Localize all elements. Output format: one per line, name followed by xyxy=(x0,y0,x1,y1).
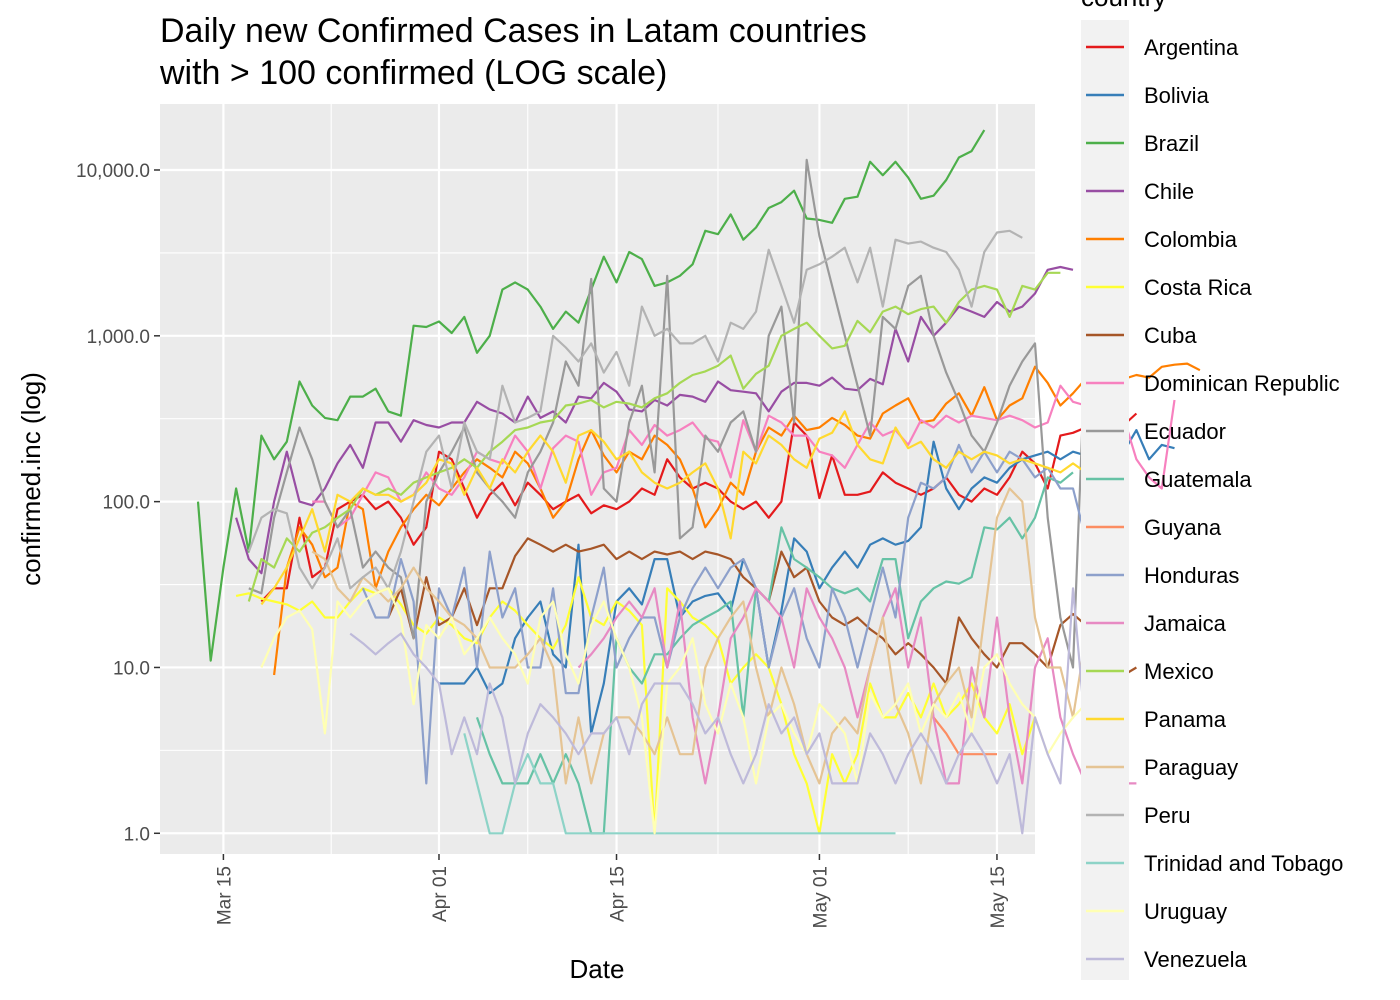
legend-label-cuba: Cuba xyxy=(1144,323,1197,348)
series-layer xyxy=(196,129,1201,835)
legend-label-chile: Chile xyxy=(1144,179,1194,204)
legend-label-uruguay: Uruguay xyxy=(1144,899,1227,924)
legend-label-peru: Peru xyxy=(1144,803,1190,828)
x-tick-label: May 01 xyxy=(810,866,831,928)
series-line-dominican-republic xyxy=(312,384,1176,529)
x-tick-label: Apr 15 xyxy=(608,866,629,922)
x-tick-label: Mar 15 xyxy=(214,866,235,925)
y-tick-label: 10,000.0 xyxy=(76,161,150,182)
legend-label-ecuador: Ecuador xyxy=(1144,419,1226,444)
legend-label-bolivia: Bolivia xyxy=(1144,83,1210,108)
legend-label-trinidad-and-tobago: Trinidad and Tobago xyxy=(1144,851,1343,876)
legend-title: country xyxy=(1081,0,1166,12)
series-line-paraguay xyxy=(311,487,1087,785)
series-line-guyana xyxy=(932,716,997,756)
y-axis: 1.0 10.0 100.0 1,000.0 10,000.0 xyxy=(76,161,160,845)
y-tick-label: 1.0 xyxy=(124,824,150,845)
plot-panel xyxy=(160,104,1201,854)
x-axis: Mar 15 Apr 01 Apr 15 May 01 May 15 xyxy=(214,854,1009,928)
series-line-ecuador xyxy=(248,158,1087,669)
legend-label-panama: Panama xyxy=(1144,707,1227,732)
y-axis-title: confirmed.inc (log) xyxy=(16,372,46,586)
legend-label-colombia: Colombia xyxy=(1144,227,1238,252)
x-axis-title: Date xyxy=(570,954,625,984)
legend-label-argentina: Argentina xyxy=(1144,35,1239,60)
legend-label-mexico: Mexico xyxy=(1144,659,1214,684)
y-tick-label: 1,000.0 xyxy=(87,327,150,348)
y-tick-label: 100.0 xyxy=(102,493,150,514)
series-line-guatemala xyxy=(475,471,1074,835)
grid-minor xyxy=(160,104,1035,854)
chart-subtitle: with > 100 confirmed (LOG scale) xyxy=(159,54,667,92)
chart-title: Daily new Confirmed Cases in Latam count… xyxy=(160,12,867,50)
legend-label-guatemala: Guatemala xyxy=(1144,467,1252,492)
legend-label-honduras: Honduras xyxy=(1144,563,1239,588)
series-line-venezuela xyxy=(349,587,1087,835)
legend-label-venezuela: Venezuela xyxy=(1144,947,1248,972)
legend-label-paraguay: Paraguay xyxy=(1144,755,1238,780)
legend-label-brazil: Brazil xyxy=(1144,131,1199,156)
legend-label-dominican-republic: Dominican Republic xyxy=(1144,371,1340,396)
legend-label-guyana: Guyana xyxy=(1144,515,1222,540)
plot-background xyxy=(160,104,1035,854)
legend: country Argentina Bolivia Brazil Chile Colom… xyxy=(1081,0,1343,980)
series-line-honduras xyxy=(361,443,1125,785)
series-line-peru xyxy=(247,229,1023,590)
legend-label-costa-rica: Costa Rica xyxy=(1144,275,1252,300)
series-line-mexico xyxy=(247,271,1061,602)
x-tick-label: Apr 01 xyxy=(430,866,451,922)
series-line-uruguay xyxy=(260,587,1125,835)
series-line-costa-rica xyxy=(235,576,1037,835)
legend-key-background xyxy=(1081,20,1129,980)
legend-label-jamaica: Jamaica xyxy=(1144,611,1227,636)
y-tick-label: 10.0 xyxy=(113,658,150,679)
x-tick-label: May 15 xyxy=(988,866,1009,928)
series-line-panama xyxy=(260,410,1087,606)
series-line-trinidad-and-tobago xyxy=(463,733,896,835)
